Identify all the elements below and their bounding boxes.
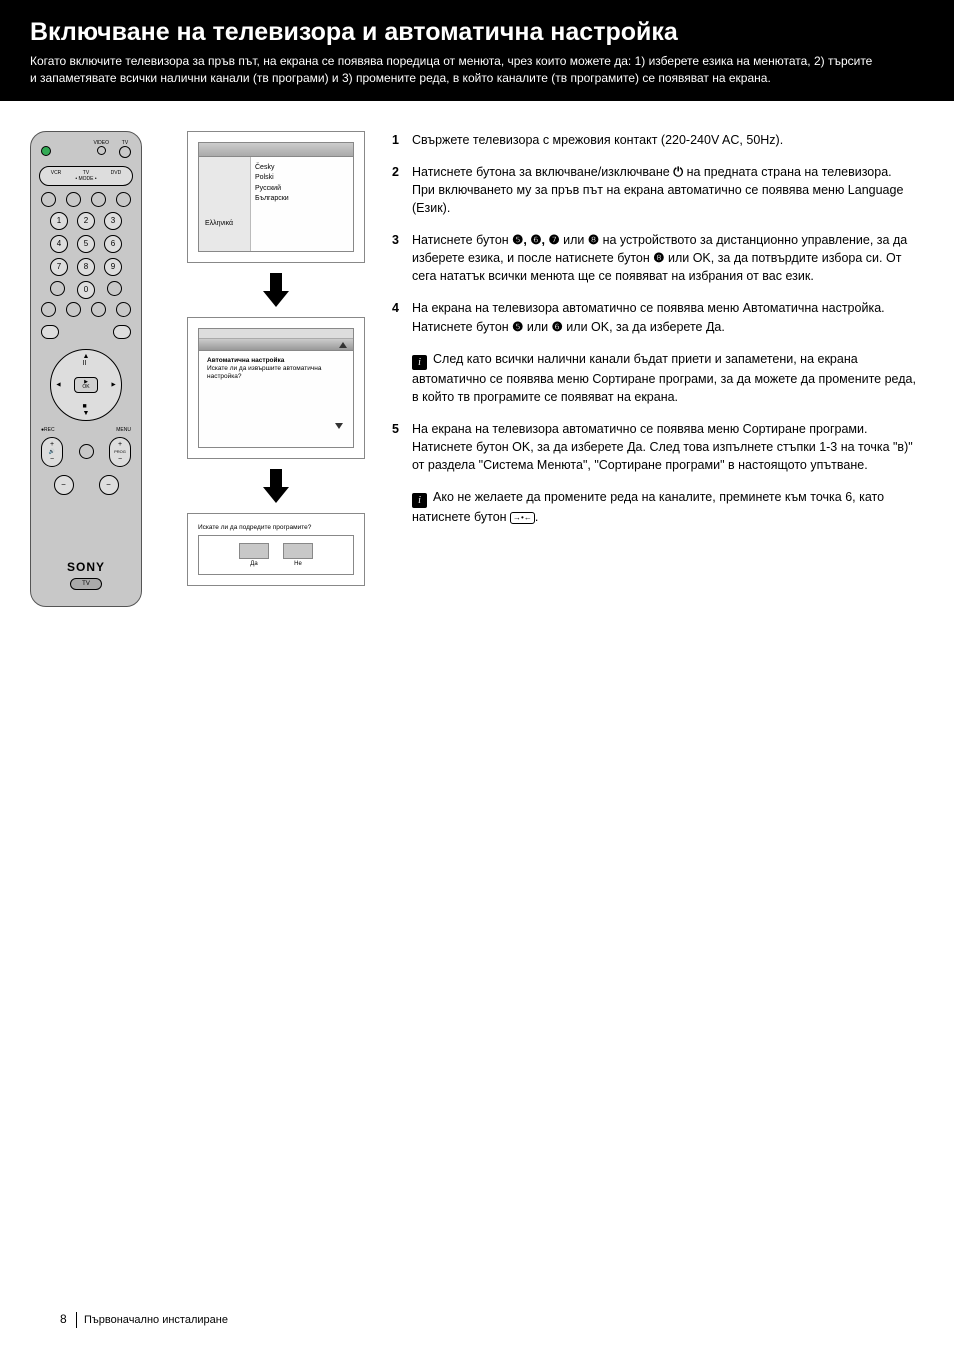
lang-opt-3: Български	[255, 194, 289, 205]
label-video: VIDEO	[93, 140, 109, 146]
screen-sort: Искате ли да подредите програмите? Да Не	[187, 513, 365, 586]
num-2: 2	[77, 212, 95, 230]
step-3: Натиснете бутон ❺, ❻, ❼ или ❽ на устройс…	[412, 231, 924, 285]
num-9: 9	[104, 258, 122, 276]
down-arrow-icon	[263, 469, 289, 503]
tv-badge: TV	[70, 578, 102, 590]
instructions-column: 1Свържете телевизора с мрежовия контакт …	[392, 131, 924, 607]
content-row: VIDEO TV VCRTVDVD • MODE • 123 456 789 0…	[0, 101, 954, 607]
nav-left-icon: ◄	[55, 381, 62, 388]
prog-rocker: +PROG−	[109, 437, 131, 467]
page-section-label: Първоначално инсталиране	[84, 1314, 228, 1326]
num-6: 6	[104, 235, 122, 253]
num-0: 0	[77, 281, 95, 299]
rec-label: ●REC	[41, 427, 55, 433]
power-led-icon	[41, 146, 51, 156]
note-1: iСлед като всички налични канали бъдат п…	[412, 350, 924, 406]
extra-btn-2	[107, 281, 122, 296]
label-tv: TV	[122, 140, 128, 146]
nav-up-icon: ▲II	[83, 353, 90, 367]
page-title: Включване на телевизора и автоматична на…	[30, 18, 924, 47]
page-subtitle: Когато включите телевизора за пръв път, …	[30, 53, 880, 87]
yes-btn: Да	[239, 561, 269, 567]
num-1: 1	[50, 212, 68, 230]
mute-btn	[79, 444, 94, 459]
tv-standby-icon	[119, 146, 131, 158]
function-row	[41, 192, 131, 207]
down-arrow-icon	[263, 273, 289, 307]
nav-down-icon: ■▼	[83, 403, 90, 417]
num-4: 4	[50, 235, 68, 253]
info-icon: i	[412, 493, 427, 508]
teletext-btn	[41, 325, 59, 339]
screen-autotune: Автоматична настройка Искате ли да извър…	[187, 317, 365, 459]
nav-right-icon: ►	[110, 381, 117, 388]
num-8: 8	[77, 258, 95, 276]
lang-greek: Ελληνικά	[205, 220, 233, 227]
note-2: iАко не желаете да промените реда на кан…	[412, 488, 924, 526]
extra-btn-1	[50, 281, 65, 296]
page-separator	[76, 1312, 77, 1328]
nav-pad: ▲II ■▼ ◄ ► ▶OK	[50, 349, 122, 421]
video-standby-icon	[97, 146, 106, 155]
step-5: На екрана на телевизора автоматично се п…	[412, 420, 924, 474]
header-band: Включване на телевизора и автоматична на…	[0, 0, 954, 101]
lang-opt-1: Polski	[255, 173, 289, 184]
menu-label: MENU	[116, 427, 131, 433]
mode-selector: VCRTVDVD • MODE •	[39, 166, 133, 186]
info-icon: i	[412, 355, 427, 370]
lang-opt-0: Česky	[255, 163, 289, 174]
screen-language: Ελληνικά Česky Polski Русский Български	[187, 131, 365, 263]
lang-opt-2: Русский	[255, 184, 289, 195]
swap-icon: →•←	[510, 512, 535, 524]
ok-button: ▶OK	[74, 377, 98, 393]
step-1: Свържете телевизора с мрежовия контакт (…	[412, 131, 924, 149]
circle-btn-2: −	[99, 475, 119, 495]
wide-btn	[113, 325, 131, 339]
step-2: Натиснете бутона за включване/изключване…	[412, 163, 924, 217]
num-5: 5	[77, 235, 95, 253]
no-btn: Не	[283, 561, 313, 567]
sony-logo: SONY	[67, 560, 105, 574]
page-number: 8	[60, 1312, 67, 1326]
volume-rocker: +🔊−	[41, 437, 63, 467]
circle-btn-1: −	[54, 475, 74, 495]
num-3: 3	[104, 212, 122, 230]
remote-control-illustration: VIDEO TV VCRTVDVD • MODE • 123 456 789 0…	[30, 131, 142, 607]
num-7: 7	[50, 258, 68, 276]
remote-column: VIDEO TV VCRTVDVD • MODE • 123 456 789 0…	[30, 131, 160, 607]
step-4: На екрана на телевизора автоматично се п…	[412, 299, 924, 335]
screens-column: Ελληνικά Česky Polski Русский Български …	[182, 131, 370, 607]
